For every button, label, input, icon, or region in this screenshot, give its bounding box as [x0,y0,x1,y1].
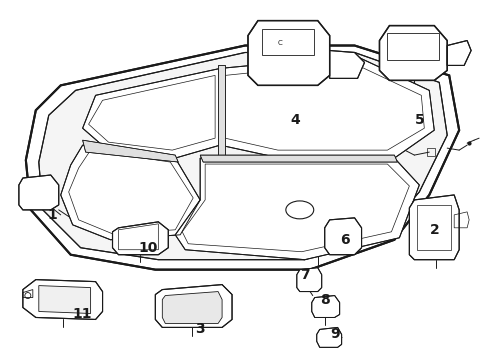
Text: 8: 8 [320,293,330,306]
Polygon shape [325,218,362,255]
Text: C: C [277,40,282,45]
Text: 4: 4 [290,113,300,127]
Polygon shape [330,50,365,78]
Polygon shape [113,222,168,255]
Text: 10: 10 [139,241,158,255]
Polygon shape [39,53,447,260]
Polygon shape [61,145,200,240]
Text: 11: 11 [73,307,93,321]
Polygon shape [83,68,220,158]
Polygon shape [218,66,225,160]
Polygon shape [248,21,330,85]
Text: 1: 1 [48,208,58,222]
Polygon shape [39,285,91,314]
Polygon shape [155,285,232,328]
Text: 9: 9 [330,327,340,341]
Bar [427,148,435,156]
Text: 7: 7 [300,267,310,282]
Polygon shape [162,292,222,323]
Polygon shape [200,155,397,162]
Polygon shape [220,55,434,158]
Polygon shape [312,296,340,318]
Polygon shape [379,26,447,80]
Text: 3: 3 [196,323,205,337]
Polygon shape [23,280,102,319]
Polygon shape [317,328,342,347]
Polygon shape [447,41,471,66]
Polygon shape [26,45,459,270]
Text: 5: 5 [415,113,424,127]
Text: 2: 2 [429,223,439,237]
Polygon shape [83,140,178,162]
Polygon shape [297,268,322,292]
Polygon shape [409,195,459,260]
Polygon shape [175,158,419,260]
Polygon shape [19,175,59,210]
Ellipse shape [286,201,314,219]
Text: 6: 6 [340,233,349,247]
